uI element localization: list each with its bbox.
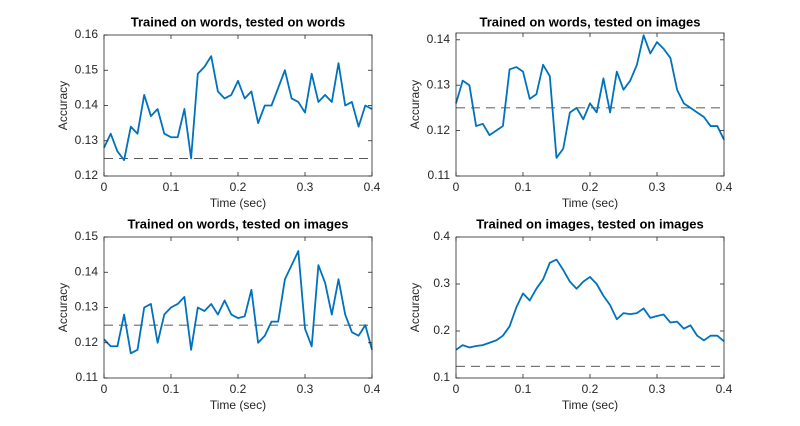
x-tick-label: 0.1 <box>163 382 180 396</box>
subplot: 0 0.1 0.2 0.3 0.4 0.11 0.12 0.13 0.14 0.15 Trained… <box>56 216 380 412</box>
data-line <box>103 55 373 162</box>
y-tick-label: 0.14 <box>427 32 451 46</box>
x-axis-label: Time (sec) <box>562 398 618 412</box>
x-tick-label: 0.3 <box>649 180 666 194</box>
plot-area <box>104 237 372 378</box>
data-line <box>455 258 725 351</box>
chart-title: Trained on words, tested on images <box>479 14 700 29</box>
y-tick-label: 0.13 <box>427 77 451 91</box>
y-tick-label: 0.4 <box>433 229 450 243</box>
x-axis-label: Time (sec) <box>562 196 618 210</box>
plot-area <box>456 237 724 378</box>
y-tick-label: 0.12 <box>75 335 99 349</box>
y-axis-label: Accuracy <box>408 283 422 332</box>
x-axis-label: Time (sec) <box>210 398 266 412</box>
x-tick-label: 0.1 <box>515 382 532 396</box>
y-tick-label: 0.3 <box>433 276 450 290</box>
x-tick-label: 0 <box>101 382 108 396</box>
y-tick-label: 0.15 <box>75 62 99 76</box>
data-line <box>455 34 725 159</box>
x-tick-label: 0.2 <box>582 382 599 396</box>
x-tick-label: 0.3 <box>297 382 314 396</box>
y-tick-label: 0.11 <box>428 168 451 182</box>
y-tick-label: 0.11 <box>76 370 99 384</box>
y-tick-label: 0.14 <box>75 98 99 112</box>
subplot: 0 0.1 0.2 0.3 0.4 0.11 0.12 0.13 0.14 Trained on … <box>408 14 732 210</box>
x-tick-label: 0 <box>453 382 460 396</box>
chart-title: Trained on words, tested on words <box>131 14 346 29</box>
y-tick-label: 0.12 <box>427 123 451 137</box>
y-tick-label: 0.13 <box>75 133 99 147</box>
x-tick-label: 0 <box>453 180 460 194</box>
x-tick-label: 0.4 <box>716 180 733 194</box>
x-tick-label: 0.2 <box>582 180 599 194</box>
y-tick-label: 0.2 <box>433 323 450 337</box>
plot-area <box>104 35 372 176</box>
y-axis-label: Accuracy <box>56 81 70 130</box>
x-tick-label: 0.4 <box>364 180 381 194</box>
y-tick-label: 0.16 <box>75 27 99 41</box>
y-tick-label: 0.13 <box>75 300 99 314</box>
y-tick-label: 0.15 <box>75 229 99 243</box>
x-tick-label: 0.4 <box>364 382 381 396</box>
chart-title: Trained on images, tested on images <box>476 216 704 231</box>
y-axis-label: Accuracy <box>408 80 422 129</box>
x-tick-label: 0.4 <box>716 382 733 396</box>
x-tick-label: 0.3 <box>297 180 314 194</box>
chart-title: Trained on words, tested on images <box>127 216 348 231</box>
x-tick-label: 0.3 <box>649 382 666 396</box>
x-tick-label: 0.2 <box>230 180 247 194</box>
x-tick-label: 0.2 <box>230 382 247 396</box>
y-tick-label: 0.1 <box>433 370 450 384</box>
y-axis-label: Accuracy <box>56 283 70 332</box>
y-tick-label: 0.14 <box>75 264 99 278</box>
x-tick-label: 0 <box>101 180 108 194</box>
x-tick-label: 0.1 <box>163 180 180 194</box>
x-tick-label: 0.1 <box>515 180 532 194</box>
data-line <box>103 250 373 355</box>
subplot: 0 0.1 0.2 0.3 0.4 0.12 0.13 0.14 0.15 0.16 Trained… <box>56 14 380 210</box>
y-tick-label: 0.12 <box>75 168 99 182</box>
x-axis-label: Time (sec) <box>210 196 266 210</box>
